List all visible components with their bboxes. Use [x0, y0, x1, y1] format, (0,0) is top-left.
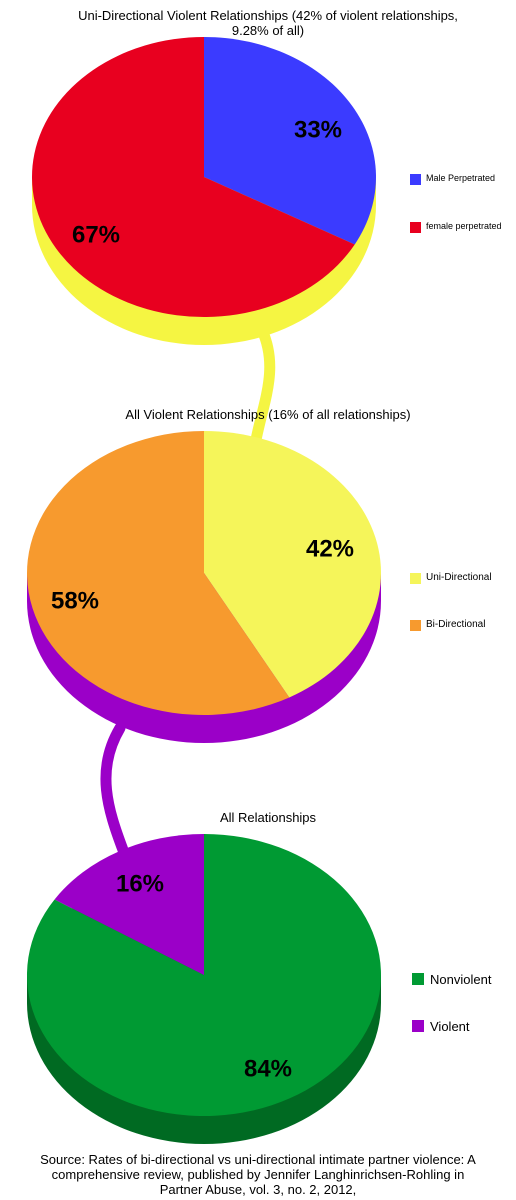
pie-data-label: 16% — [116, 870, 164, 897]
pie-slice-bi-directional — [27, 431, 290, 715]
pie-chart-1: 33% 67% — [31, 37, 376, 345]
connector-all-violent-to-all — [100, 722, 129, 856]
legend-label: Violent — [430, 1019, 470, 1034]
legend-label: Male Perpetrated — [426, 173, 496, 183]
pie-slice-female-perpetrated — [31, 37, 355, 317]
legend-swatch — [410, 620, 421, 631]
pie-data-label: 58% — [51, 587, 99, 614]
legend-swatch — [410, 174, 421, 185]
legend-label: Bi-Directional — [426, 619, 486, 630]
pie-chart-3: 84% 16% — [26, 834, 381, 1144]
legend-label: Nonviolent — [430, 972, 492, 987]
chart-title-all-relationships: All Relationships — [219, 810, 317, 825]
pie-data-label: 84% — [244, 1055, 292, 1082]
legend-swatch — [410, 573, 421, 584]
chart-title-uni-directional: Uni-Directional Violent Relationships (4… — [78, 8, 458, 38]
pie-data-label: 67% — [72, 221, 120, 248]
legend-swatch — [412, 1020, 424, 1032]
pie-slice-nonviolent — [26, 834, 381, 1116]
pie-slice-violent — [54, 834, 204, 975]
legend-label: female perpetrated — [426, 221, 502, 231]
connector-uni-to-all-violent — [249, 324, 276, 451]
pie-chart-2: 42% 58% — [27, 431, 382, 743]
legend-label: Uni-Directional — [426, 572, 492, 583]
source-citation: Source: Rates of bi-directional vs uni-d… — [40, 1152, 476, 1197]
pie-slice-male-perpetrated — [204, 37, 376, 245]
pie-data-label: 33% — [294, 116, 342, 143]
pie-data-label: 42% — [306, 535, 354, 562]
legend-swatch — [412, 973, 424, 985]
legend-swatch — [410, 222, 421, 233]
chart-title-all-violent: All Violent Relationships (16% of all re… — [125, 407, 411, 422]
pie-slice-uni-directional — [204, 431, 382, 698]
